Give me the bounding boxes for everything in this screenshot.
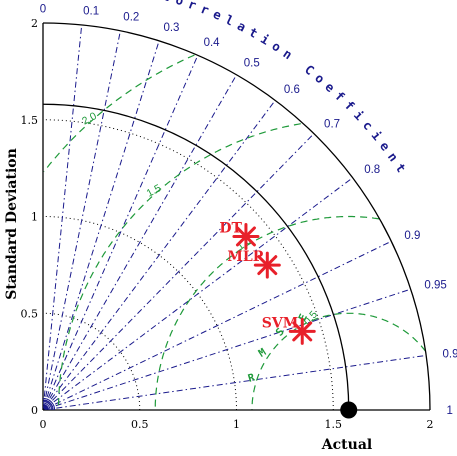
correlation-title-char: f <box>332 88 348 104</box>
correlation-line <box>42 55 199 411</box>
correlation-title-char: n <box>280 46 295 63</box>
correlation-tick-label: 0.7 <box>324 118 340 130</box>
x-tick-label: 1 <box>233 418 240 431</box>
model-label: SVM <box>262 315 298 331</box>
correlation-tick-label: 0.1 <box>83 6 99 18</box>
correlation-title-char: e <box>377 138 394 154</box>
correlation-tick-label: 0.9 <box>404 230 420 242</box>
correlation-tick-label: 0.4 <box>204 37 221 49</box>
correlation-title-char: e <box>322 79 338 96</box>
std-grid-arc <box>42 216 237 411</box>
correlation-line <box>42 288 411 411</box>
correlation-title-char: i <box>258 31 273 48</box>
correlation-title-char: t <box>393 160 410 175</box>
x-tick-label: 1.5 <box>325 418 343 431</box>
model-point <box>232 222 260 250</box>
correlation-tick-label: 0.6 <box>284 84 300 96</box>
model-point <box>288 317 316 345</box>
correlation-lines <box>42 24 427 411</box>
correlation-tick-label: 0 <box>40 3 46 15</box>
model-point <box>253 251 281 279</box>
rmse-contour-label: 1.5 <box>145 182 164 200</box>
correlation-tick-label: 0.8 <box>364 164 380 176</box>
y-tick-label: 0.5 <box>21 307 39 320</box>
correlation-line <box>42 354 427 411</box>
origin-fan-arc <box>42 405 48 411</box>
correlation-title-char: o <box>312 70 327 86</box>
correlation-tick-label: 1 <box>447 405 453 417</box>
correlation-title-char: r <box>199 1 212 18</box>
std-grid-arc <box>42 312 141 411</box>
y-tick-label: 1.5 <box>21 114 39 127</box>
x-tick-label: 2 <box>427 418 434 431</box>
correlation-title-char: c <box>360 117 376 133</box>
correlation-line <box>42 74 237 411</box>
correlation-tick-label: 0.3 <box>163 22 179 34</box>
correlation-line <box>42 100 276 411</box>
rmse-contour <box>43 54 195 173</box>
correlation-title-char: C <box>161 0 173 4</box>
correlation-title-char: C <box>302 62 317 78</box>
reference-point <box>340 401 358 419</box>
std-grid <box>42 119 334 411</box>
correlation-title-char: t <box>247 24 261 41</box>
y-tick-label: 1 <box>31 211 38 224</box>
correlation-title-char: i <box>369 128 386 144</box>
axes <box>42 22 431 419</box>
correlation-title-char: n <box>385 149 402 164</box>
correlation-line <box>42 30 121 411</box>
std-grid-arc <box>42 119 334 411</box>
rmse-contour <box>154 215 380 410</box>
correlation-line <box>42 40 160 411</box>
rmse-title-char: E <box>296 312 310 323</box>
origin-fan-arc <box>42 402 51 411</box>
correlation-title-char: a <box>235 18 249 35</box>
correlation-line <box>42 240 392 411</box>
origin-fan-arc <box>42 404 49 411</box>
origin-fan-arc <box>42 407 46 411</box>
reference-std-arc <box>42 103 350 411</box>
rmse-contours <box>43 54 426 410</box>
origin-fan-arc <box>42 400 53 411</box>
y-tick-label: 2 <box>31 17 38 30</box>
correlation-line <box>42 177 353 411</box>
correlation-title-char: f <box>342 98 358 114</box>
outer-arc <box>42 22 431 411</box>
x-tick-label: 0 <box>40 418 47 431</box>
correlation-title-char: o <box>174 0 186 8</box>
x-axis-title: Actual <box>321 437 372 453</box>
y-tick-label: 0 <box>31 404 38 417</box>
rmse-contour <box>251 312 426 410</box>
model-label: MLP <box>227 249 263 265</box>
correlation-title-char: e <box>211 6 224 23</box>
correlation-tick-label: 0.5 <box>244 57 260 69</box>
rmse-title-char: R <box>247 371 257 385</box>
correlation-tick-label: 0.95 <box>424 280 446 292</box>
rmse-title-char: M <box>257 346 269 360</box>
rmse-contour-label: 2.0 <box>80 110 99 128</box>
origin-fan-arc <box>42 399 54 411</box>
correlation-tick-label: 0.99 <box>442 348 457 360</box>
correlation-line <box>42 133 315 411</box>
y-axis-title: Standard Deviation <box>4 148 20 300</box>
rmse-contour <box>57 123 301 410</box>
origin-fan-arc <box>42 397 56 411</box>
correlation-title-char: o <box>269 38 283 55</box>
x-tick-labels: 0 0.5 1 1.5 2 <box>40 418 434 431</box>
correlation-tick-labels: 0 0.1 0.2 0.3 0.4 0.5 0.6 0.7 0.8 0.9 0.95 0.99 1 <box>40 3 457 417</box>
correlation-title-char: l <box>223 12 236 29</box>
model-points: DT MLP SVM <box>219 220 316 345</box>
correlation-title-char: i <box>351 107 367 123</box>
x-tick-label: 0.5 <box>131 418 149 431</box>
correlation-title-char: r <box>186 0 199 13</box>
correlation-tick-label: 0.2 <box>123 12 139 24</box>
model-label: DT <box>219 220 242 236</box>
correlation-line <box>42 24 83 411</box>
y-tick-labels: 0 0.5 1 1.5 2 <box>21 17 39 417</box>
